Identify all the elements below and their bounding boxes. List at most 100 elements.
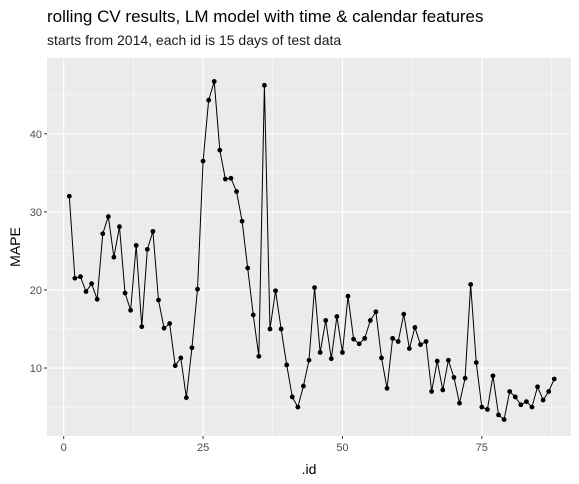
data-point: [150, 228, 156, 234]
data-point: [546, 389, 552, 394]
data-point: [473, 360, 479, 365]
data-point: [468, 282, 474, 287]
data-point: [440, 387, 446, 393]
data-point: [384, 385, 390, 391]
data-point: [507, 389, 513, 394]
data-point: [178, 355, 184, 361]
data-point: [457, 400, 462, 406]
data-point: [200, 158, 206, 164]
data-point: [429, 389, 435, 394]
x-tick-label: 50: [336, 442, 348, 454]
data-point: [373, 309, 379, 315]
y-axis-title: MAPE: [7, 227, 23, 267]
data-point: [395, 339, 401, 344]
data-point: [289, 394, 295, 400]
data-point: [306, 357, 312, 363]
data-point: [496, 412, 501, 418]
data-point: [451, 375, 457, 380]
data-point: [540, 397, 546, 403]
data-point: [206, 97, 212, 103]
data-point: [362, 335, 368, 341]
data-point: [234, 189, 239, 194]
data-point: [122, 290, 128, 296]
data-point: [72, 275, 78, 281]
data-point: [256, 353, 262, 359]
data-point: [462, 375, 468, 381]
data-point: [351, 336, 356, 342]
data-point: [484, 407, 490, 412]
y-tick-label: 30: [30, 207, 42, 219]
data-point: [406, 346, 412, 351]
data-point: [490, 373, 496, 379]
data-point: [83, 289, 89, 294]
data-point: [317, 350, 323, 355]
data-point: [78, 274, 83, 280]
data-point: [217, 147, 223, 153]
data-point: [222, 176, 228, 182]
data-point: [334, 314, 340, 319]
data-points: [66, 79, 557, 422]
data-point: [379, 355, 384, 361]
plot-panel: [47, 58, 571, 436]
y-axis: 10 20 30 40: [30, 129, 47, 375]
data-point: [105, 214, 111, 219]
data-point: [94, 296, 100, 302]
data-point: [111, 254, 117, 260]
data-point: [133, 243, 139, 248]
data-point: [356, 341, 362, 347]
data-point: [273, 288, 278, 294]
chart-title: rolling CV results, LM model with time &…: [47, 7, 484, 26]
data-point: [345, 293, 351, 299]
data-point: [161, 325, 167, 331]
data-point: [139, 324, 145, 330]
y-tick-label: 40: [30, 129, 42, 141]
data-point: [128, 307, 134, 313]
data-point: [267, 326, 273, 332]
data-point: [284, 362, 290, 368]
data-point: [245, 265, 251, 271]
data-point: [183, 395, 189, 401]
data-point: [535, 384, 540, 390]
data-point: [144, 246, 150, 252]
data-point: [211, 79, 217, 84]
x-tick-label: 75: [476, 442, 488, 454]
data-point: [89, 281, 94, 287]
data-point: [278, 326, 284, 332]
data-point: [423, 339, 429, 344]
series-line: [68, 81, 555, 421]
data-point: [512, 394, 518, 400]
data-point: [479, 404, 485, 410]
data-point: [250, 312, 256, 318]
x-axis-title: .id: [302, 461, 317, 477]
data-point: [189, 345, 195, 351]
data-point: [418, 342, 423, 348]
data-point: [551, 376, 557, 382]
chart-subtitle: starts from 2014, each id is 15 days of …: [47, 32, 341, 48]
data-point: [100, 231, 106, 237]
data-point: [434, 358, 440, 364]
y-tick-label: 10: [30, 363, 42, 375]
data-point: [156, 297, 161, 303]
data-point: [412, 325, 418, 330]
data-point: [172, 363, 178, 369]
data-point: [524, 399, 529, 405]
data-point: [328, 356, 334, 362]
x-tick-label: 25: [197, 442, 209, 454]
data-point: [295, 404, 301, 410]
data-point: [340, 350, 345, 355]
data-point: [323, 318, 329, 323]
data-point: [239, 218, 245, 224]
data-point: [117, 224, 122, 230]
data-point: [301, 383, 306, 389]
data-point: [529, 404, 535, 410]
data-point: [262, 82, 267, 88]
x-tick-label: 0: [61, 442, 67, 454]
data-point: [501, 417, 507, 422]
x-axis: 0 25 50 75: [61, 436, 488, 454]
data-point: [66, 193, 72, 199]
data-point: [167, 321, 173, 326]
data-point: [312, 285, 317, 291]
data-point: [445, 357, 451, 363]
grid-lines: [47, 58, 571, 436]
